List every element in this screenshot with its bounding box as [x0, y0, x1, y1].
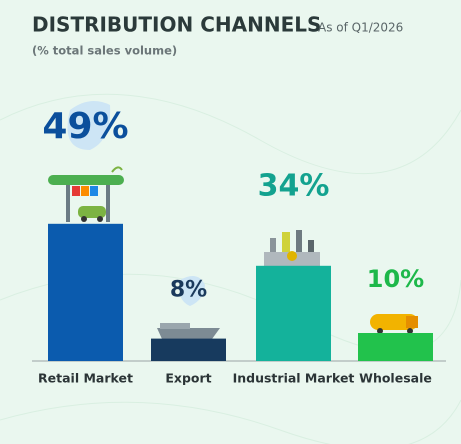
bar: [256, 265, 331, 361]
label-blob: [179, 276, 205, 306]
bar: [358, 333, 433, 361]
value-label: 34%: [258, 168, 330, 203]
y-axis-label: (% total sales volume): [32, 44, 177, 58]
value-label: 10%: [367, 265, 424, 293]
gas-station-icon: [48, 166, 124, 222]
bar: [48, 223, 123, 361]
factory-icon: [264, 230, 320, 266]
x-tick-label: Retail Market: [38, 371, 133, 386]
chart-subtitle: As of Q1/2026: [318, 21, 403, 35]
x-tick-label: Export: [165, 371, 211, 386]
tanker-icon: [370, 314, 418, 334]
bar: [151, 338, 226, 361]
ship-icon: [157, 323, 220, 339]
x-tick-label: Wholesale: [359, 371, 432, 386]
value-label: 49%: [42, 106, 128, 147]
chart-title: DISTRIBUTION CHANNELS: [32, 13, 321, 37]
x-tick-label: Industrial Market: [233, 371, 355, 386]
label-blob: [67, 101, 111, 150]
value-label: 8%: [170, 278, 207, 303]
